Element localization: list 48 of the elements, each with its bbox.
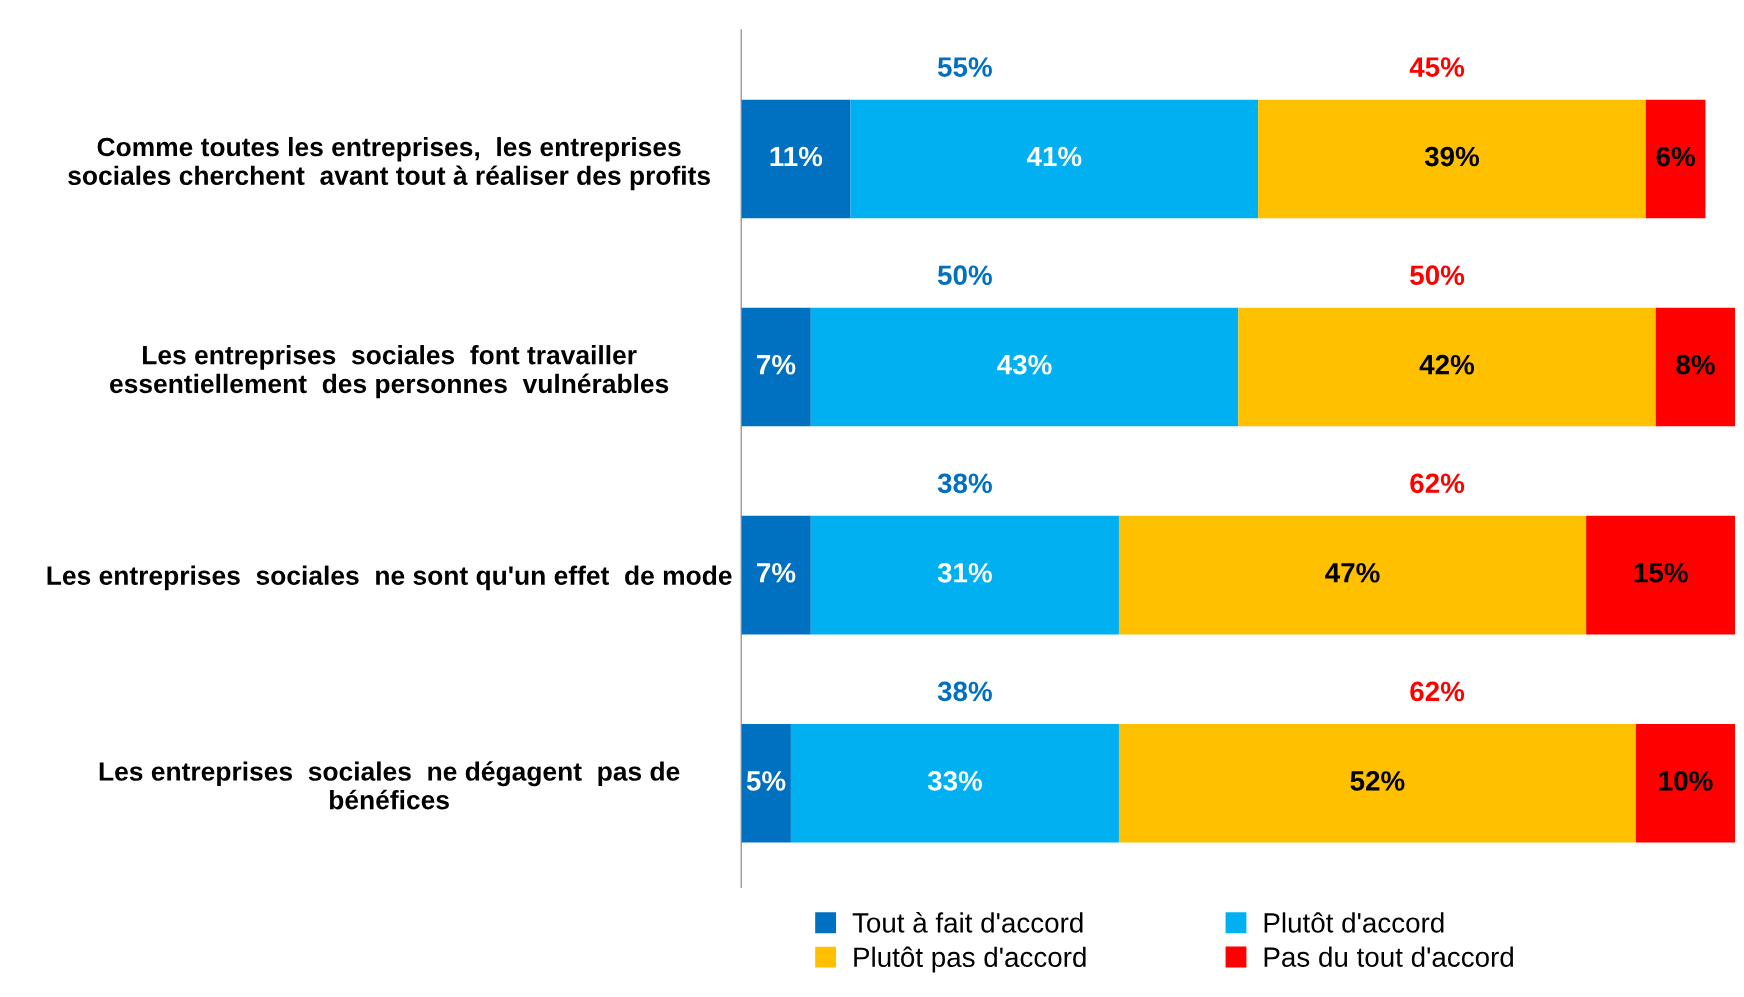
data-label: 39% <box>1424 146 1480 167</box>
bar <box>810 515 1119 635</box>
bar <box>1655 307 1736 427</box>
bar <box>1238 307 1656 427</box>
annotation: 62% <box>1410 681 1465 702</box>
bar <box>1645 99 1706 219</box>
legend-label: Pas du tout d'accord <box>1264 946 1513 967</box>
data-label: 7% <box>757 563 796 583</box>
bar <box>1635 723 1736 843</box>
annotation: 38% <box>937 681 992 702</box>
data-label: 5% <box>746 771 786 791</box>
bar <box>1586 515 1736 635</box>
legend-label: Plutôt pas d'accord <box>854 946 1086 973</box>
bar <box>790 723 1119 843</box>
bar <box>741 723 791 843</box>
data-label: 31% <box>937 562 992 583</box>
y-tick-label: Les entreprises sociales ne sont qu'un effet de mode <box>47 565 732 591</box>
annotation: 38% <box>937 473 992 494</box>
bar <box>741 99 851 219</box>
data-label: 10% <box>1659 771 1713 791</box>
annotation: 55% <box>937 57 992 77</box>
y-tick-label: Les entreprises sociales ne dégagent pas de bénéfices <box>99 761 680 810</box>
legend-label: Plutôt d'accord <box>1264 912 1444 933</box>
legend-label: Tout à fait d'accord <box>852 912 1083 933</box>
annotation: 50% <box>937 265 992 286</box>
data-label: 52% <box>1350 771 1405 791</box>
annotation: 62% <box>1410 473 1465 494</box>
data-label: 7% <box>757 354 796 375</box>
data-label: 41% <box>1026 146 1082 167</box>
data-label: 15% <box>1634 563 1688 583</box>
data-label: 6% <box>1656 146 1695 167</box>
data-label: 33% <box>927 771 982 791</box>
bar <box>810 307 1239 427</box>
bar <box>850 99 1259 219</box>
data-label: 47% <box>1325 563 1380 583</box>
annotation: 45% <box>1409 57 1465 77</box>
bar <box>741 515 811 635</box>
data-label: 42% <box>1419 354 1475 375</box>
bar <box>741 307 811 427</box>
data-label: 11% <box>770 146 823 167</box>
annotation: 50% <box>1410 265 1465 286</box>
bar <box>1118 723 1636 843</box>
data-label: 43% <box>997 354 1052 375</box>
bar <box>1258 99 1646 219</box>
bar <box>1118 515 1587 635</box>
data-label: 8% <box>1676 354 1715 375</box>
y-tick-label: Les entreprises sociales font travailler essentiellement des personnes vulnérables <box>110 345 669 399</box>
y-tick-label: Comme toutes les entreprises, les entreprises sociales cherchent avant tout à réaliser des profits <box>68 136 710 191</box>
